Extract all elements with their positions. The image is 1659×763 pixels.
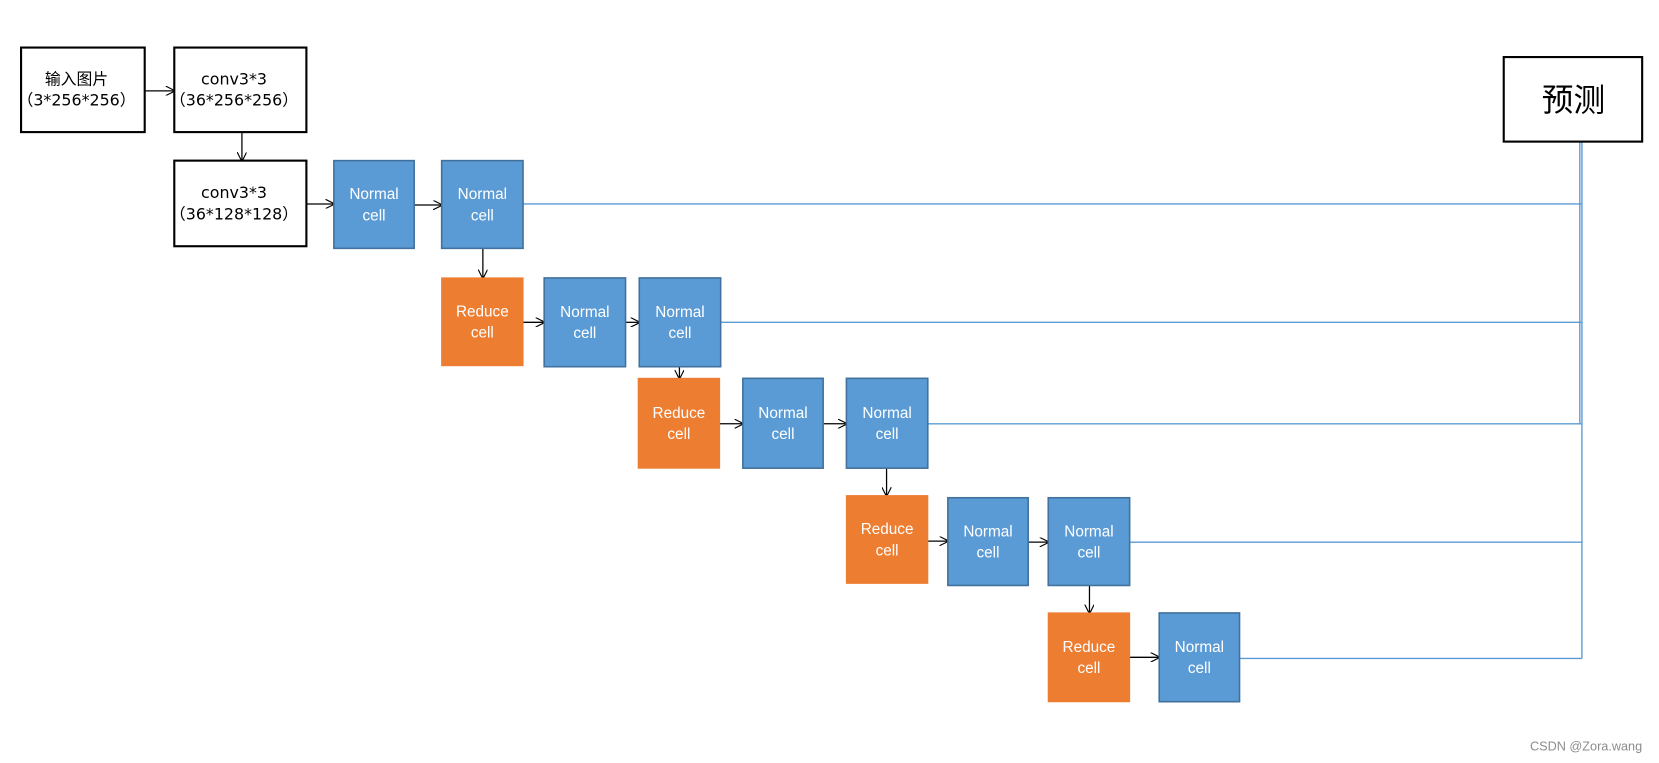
node-label-line: cell: [668, 325, 691, 342]
prediction-node: 预测: [1502, 56, 1644, 143]
cell-fill: [440, 159, 524, 250]
node-label-line: Reduce: [1063, 639, 1116, 656]
node-label-line: cell: [363, 207, 386, 224]
cell-fill: [947, 496, 1029, 587]
node-label-line: Normal: [963, 523, 1012, 540]
cell-fill: [638, 277, 722, 368]
node-label-line: cell: [471, 207, 494, 224]
node-label-line: （3*256*256）: [17, 91, 135, 110]
node-label-line: Normal: [862, 405, 911, 422]
node-label-line: cell: [1077, 660, 1100, 677]
node-label-line: conv3*3: [201, 70, 267, 89]
box-frame: [173, 46, 308, 134]
normal-cell-3: Normal cell: [543, 277, 627, 368]
cell-fill: [1158, 612, 1241, 703]
node-label-line: Reduce: [653, 405, 706, 422]
node-label-line: cell: [876, 426, 899, 443]
skip-connector-lines: [523, 118, 1582, 660]
normal-cell-4: Normal cell: [638, 277, 722, 368]
node-label-line: cell: [1077, 544, 1100, 561]
cell-fill: [845, 495, 929, 584]
reduce-cell-4: Reduce cell: [1047, 612, 1131, 703]
normal-cell-1: Normal cell: [333, 159, 415, 250]
node-label-line: cell: [1188, 660, 1211, 677]
node-label-line: Normal: [458, 186, 507, 203]
cell-fill: [1047, 496, 1131, 587]
reduce-cell-3: Reduce cell: [845, 495, 929, 584]
input-image-box: 输入图片 （3*256*256）: [17, 46, 146, 134]
cell-fill: [845, 377, 929, 469]
conv-box-2: conv3*3 （36*128*128）: [170, 159, 308, 248]
node-label-line: Normal: [1175, 639, 1224, 656]
cell-fill: [543, 277, 627, 368]
node-label-line: Normal: [349, 186, 398, 203]
node-label-line: cell: [573, 325, 596, 342]
node-label-line: Reduce: [861, 521, 914, 538]
normal-cell-6: Normal cell: [845, 377, 929, 469]
prediction-box: [1502, 56, 1644, 143]
node-label-line: Normal: [1064, 523, 1113, 540]
node-label-line: Normal: [560, 304, 609, 321]
diagram-nodes: 输入图片（3*256*256）conv3*3（36*256*256）conv3*…: [17, 46, 1241, 703]
cell-fill: [441, 277, 524, 367]
cell-fill: [742, 377, 824, 469]
box-frame: [173, 159, 308, 248]
reduce-cell-2: Reduce cell: [637, 377, 721, 469]
node-label-line: conv3*3: [201, 183, 267, 202]
watermark: CSDN @Zora.wang: [1530, 739, 1642, 753]
node-label-line: cell: [772, 426, 795, 443]
node-label-line: （36*256*256）: [170, 91, 298, 110]
normal-cell-9: Normal cell: [1158, 612, 1241, 703]
reduce-cell-1: Reduce cell: [441, 277, 524, 367]
normal-cell-7: Normal cell: [947, 496, 1029, 587]
node-label-line: cell: [977, 544, 1000, 561]
cell-fill: [333, 159, 415, 250]
node-label-line: cell: [876, 542, 899, 559]
flow-arrows: [144, 91, 1160, 657]
node-label-line: cell: [471, 325, 494, 342]
node-label-line: （36*128*128）: [170, 204, 298, 223]
conv-box-1: conv3*3 （36*256*256）: [170, 46, 308, 134]
normal-cell-8: Normal cell: [1047, 496, 1131, 587]
node-label-line: 输入图片: [45, 70, 108, 89]
cell-fill: [1047, 612, 1131, 703]
normal-cell-2: Normal cell: [440, 159, 524, 250]
node-label-line: Normal: [758, 405, 807, 422]
node-label-line: Normal: [655, 304, 704, 321]
normal-cell-5: Normal cell: [742, 377, 824, 469]
node-label-line: Reduce: [456, 304, 509, 321]
node-label-line: cell: [667, 426, 690, 443]
cell-fill: [637, 377, 721, 469]
prediction-label: 预测: [1542, 83, 1605, 119]
box-frame: [20, 46, 146, 134]
